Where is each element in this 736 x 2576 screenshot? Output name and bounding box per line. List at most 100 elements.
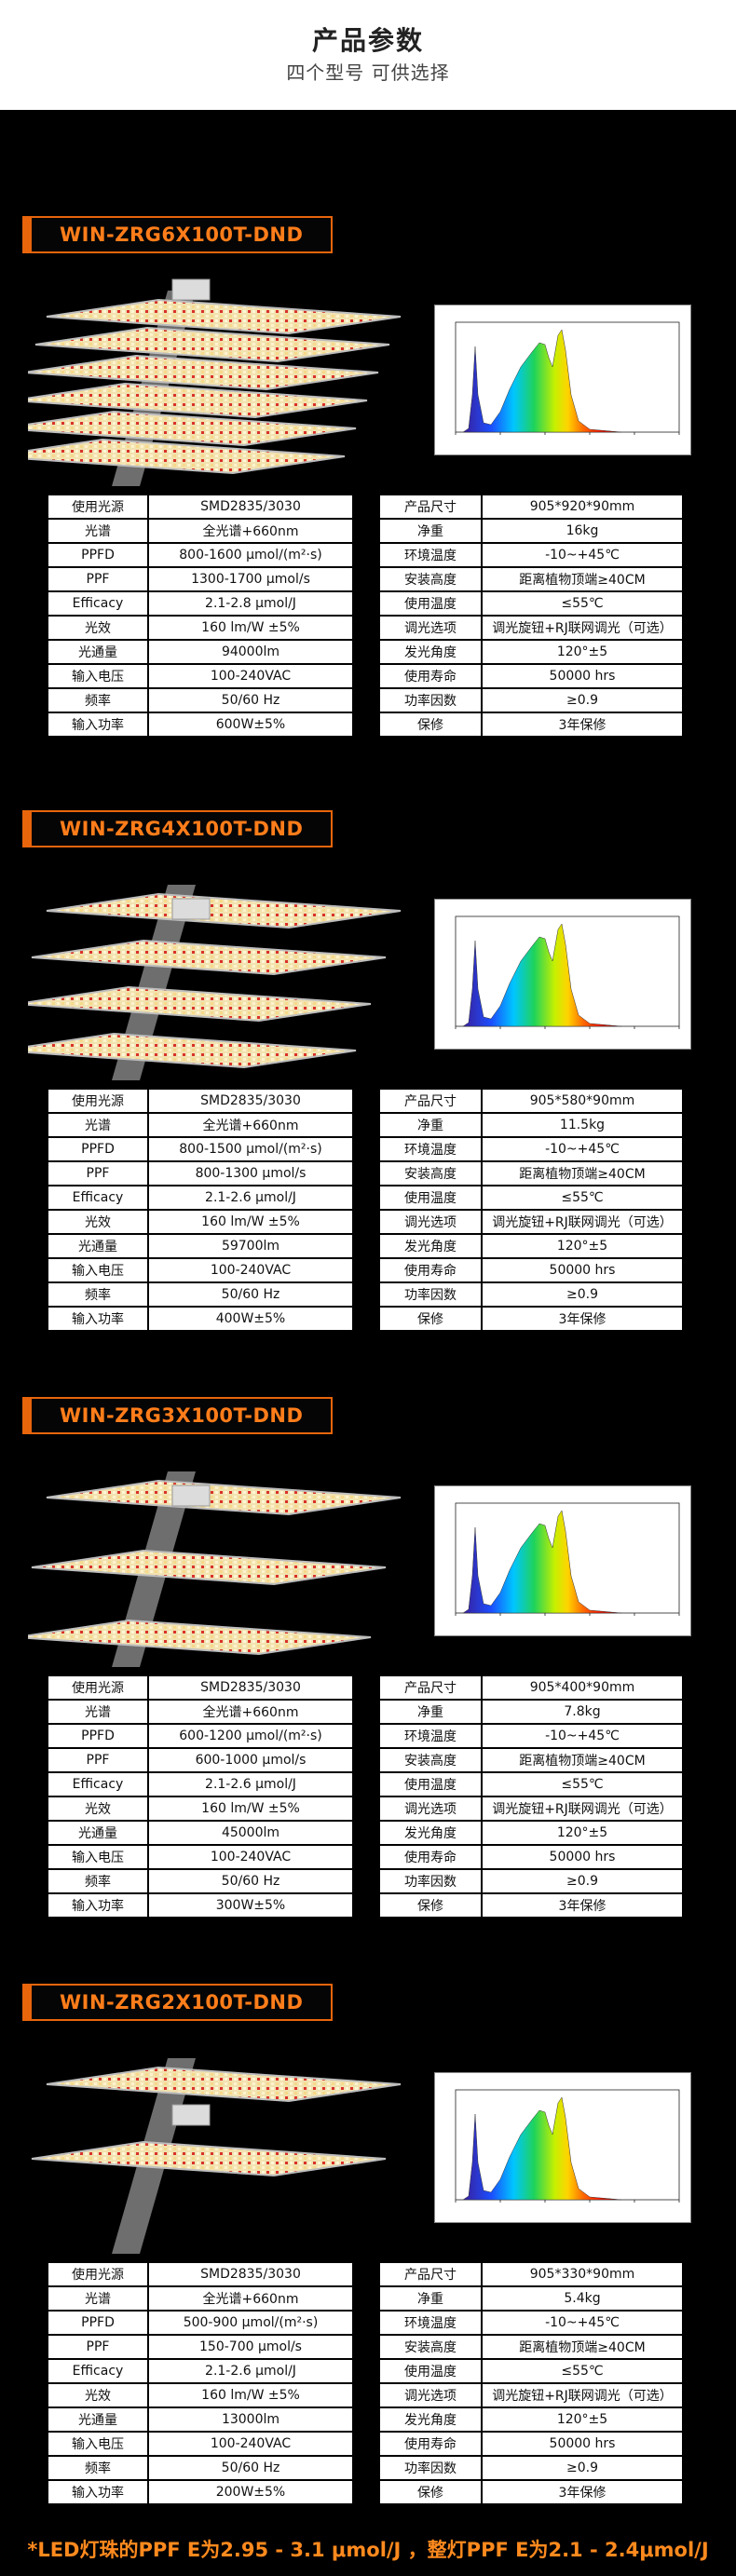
- spec-table-right: 产品尺寸 905*400*90mm 净重 7.8kg 环境温度 -10~+45℃ 安装高度距…: [378, 1674, 684, 1918]
- spec-value: 距离植物顶端≥40CM: [481, 2334, 684, 2360]
- spec-label: 保修: [378, 2479, 483, 2505]
- light-bar: [28, 1619, 372, 1656]
- driver-box: [171, 278, 211, 301]
- spec-value: 905*400*90mm: [481, 1674, 684, 1701]
- spec-row: 光谱 全光谱+660nm: [47, 2285, 354, 2312]
- spec-row: 输入功率 200W±5%: [47, 2479, 354, 2505]
- fixture-spine: [112, 885, 196, 1080]
- spec-value: ≤55℃: [481, 2358, 684, 2384]
- spec-row: 环境温度 -10~+45℃: [378, 542, 684, 568]
- light-bar: [31, 1549, 387, 1586]
- spec-value: SMD2835/3030: [147, 1674, 354, 1701]
- spec-row: 使用温度 ≤55℃: [378, 2358, 684, 2384]
- spec-value: 905*920*90mm: [481, 494, 684, 520]
- spec-row: 使用光源 SMD2835/3030: [47, 2261, 354, 2287]
- spectrum-curve: [462, 923, 622, 1027]
- spectrum-chart: [434, 305, 691, 455]
- spec-label: 使用温度: [378, 590, 483, 617]
- spec-row: Efficacy 2.1-2.6 μmol/J: [47, 1771, 354, 1797]
- spec-row: 光通量 94000lm: [47, 639, 354, 665]
- model-name: WIN-ZRG4X100T-DND: [30, 810, 334, 847]
- spec-label: PPF: [47, 1747, 149, 1773]
- light-bar: [46, 2066, 402, 2103]
- spec-row: 发光角度 120°±5: [378, 1820, 684, 1846]
- spec-value: 2.1-2.8 μmol/J: [147, 590, 354, 617]
- spec-table-right: 产品尺寸 905*920*90mm 净重 16kg 环境温度 -10~+45℃ 安装高度 距离…: [378, 494, 684, 738]
- spec-label: 保修: [378, 1306, 483, 1332]
- spec-row: 使用寿命 50000 hrs: [378, 1844, 684, 1870]
- spec-label: 光通量: [47, 1233, 149, 1259]
- spec-value: 调光旋钮+RJ联网调光（可选）: [481, 2382, 684, 2408]
- spec-row: PPF 600-1000 μmol/s: [47, 1747, 354, 1773]
- spec-value: 50000 hrs: [481, 2431, 684, 2457]
- spec-row: 环境温度 -10~+45℃: [378, 1136, 684, 1162]
- spec-value: 2.1-2.6 μmol/J: [147, 1185, 354, 1211]
- driver-box: [171, 2104, 211, 2126]
- spec-table-right: 产品尺寸 905*330*90mm 净重 5.4kg 环境温度 -10~+45℃ 安装高度距…: [378, 2261, 684, 2505]
- spec-label: 环境温度: [378, 2310, 483, 2336]
- driver-box: [171, 1485, 211, 1507]
- model-section: WIN-ZRG2X100T-DND 使用光源 SMD2835/3030 光谱 全光谱+6…: [0, 1984, 736, 2542]
- spec-label: 光谱: [47, 1112, 149, 1138]
- spec-value: 400W±5%: [147, 1306, 354, 1332]
- spec-table-left: 使用光源 SMD2835/3030 光谱 全光谱+660nm PPFD 800-1500 …: [47, 1088, 354, 1332]
- spec-value: 50000 hrs: [481, 1844, 684, 1870]
- spec-row: 环境温度 -10~+45℃: [378, 2310, 684, 2336]
- model-tag: WIN-ZRG6X100T-DND: [22, 216, 334, 253]
- spec-value: 150-700 μmol/s: [147, 2334, 354, 2360]
- spec-row: 功率因数 ≥0.9: [378, 2455, 684, 2481]
- spec-label: 环境温度: [378, 1723, 483, 1749]
- light-bar: [28, 985, 372, 1023]
- spec-label: 净重: [378, 1112, 483, 1138]
- spec-value: 全光谱+660nm: [147, 1112, 354, 1138]
- spec-label: 输入功率: [47, 2479, 149, 2505]
- spec-value: 500-900 μmol/(m²·s): [147, 2310, 354, 2336]
- spec-row: 频率 50/60 Hz: [47, 2455, 354, 2481]
- spectrum-chart: [434, 1485, 691, 1636]
- spec-label: PPFD: [47, 1136, 149, 1162]
- spectrum-curve: [462, 329, 622, 433]
- light-bar: [28, 1032, 357, 1069]
- spec-row: 调光选项 调光旋钮+RJ联网调光（可选）: [378, 1209, 684, 1235]
- spec-row: 使用寿命 50000 hrs: [378, 663, 684, 689]
- spec-label: 调光选项: [378, 1796, 483, 1822]
- model-section: WIN-ZRG4X100T-DND 使用光源 SMD2835/3030 光谱 全光谱+6…: [0, 810, 736, 1369]
- spec-value: 94000lm: [147, 639, 354, 665]
- spectrum-chart: [434, 899, 691, 1050]
- spec-label: 使用光源: [47, 2261, 149, 2287]
- model-section: WIN-ZRG6X100T-DND 使用光源 SMD2835/3030 光谱 全光谱+6…: [0, 216, 736, 775]
- spec-row: 光谱 全光谱+660nm: [47, 518, 354, 544]
- spec-value: 全光谱+660nm: [147, 1699, 354, 1725]
- spectrum-svg: [435, 2073, 690, 2222]
- spec-value: 120°±5: [481, 639, 684, 665]
- spec-row: 使用寿命 50000 hrs: [378, 2431, 684, 2457]
- spec-table-left: 使用光源 SMD2835/3030 光谱 全光谱+660nm PPFD 800-1600 …: [47, 494, 354, 738]
- light-bar: [34, 326, 390, 363]
- spec-value: -10~+45℃: [481, 1136, 684, 1162]
- spec-label: 产品尺寸: [378, 2261, 483, 2287]
- spec-value: 160 lm/W ±5%: [147, 2382, 354, 2408]
- spec-label: 发光角度: [378, 1233, 483, 1259]
- spec-value: 905*330*90mm: [481, 2261, 684, 2287]
- spec-value: 2.1-2.6 μmol/J: [147, 1771, 354, 1797]
- spec-row: 光谱 全光谱+660nm: [47, 1699, 354, 1725]
- model-section: WIN-ZRG3X100T-DND 使用光源 SMD2835/3030 光谱 全光谱+6…: [0, 1397, 736, 1956]
- spec-label: PPF: [47, 566, 149, 592]
- spec-value: 600-1000 μmol/s: [147, 1747, 354, 1773]
- spec-value: 905*580*90mm: [481, 1088, 684, 1114]
- spec-row: 环境温度 -10~+45℃: [378, 1723, 684, 1749]
- spec-table-right: 产品尺寸 905*580*90mm 净重 11.5kg 环境温度 -10~+45℃ 安装高度…: [378, 1088, 684, 1332]
- spec-value: 160 lm/W ±5%: [147, 615, 354, 641]
- spec-label: 使用寿命: [378, 1844, 483, 1870]
- spec-row: 光通量 59700lm: [47, 1233, 354, 1259]
- spec-value: 距离植物顶端≥40CM: [481, 1747, 684, 1773]
- spec-row: 安装高度 距离植物顶端≥40CM: [378, 566, 684, 592]
- spec-label: 输入电压: [47, 1257, 149, 1283]
- spec-value: 16kg: [481, 518, 684, 544]
- spec-value: 59700lm: [147, 1233, 354, 1259]
- spectrum-svg: [435, 900, 690, 1049]
- spec-value: ≥0.9: [481, 1868, 684, 1894]
- spec-row: PPFD 600-1200 μmol/(m²·s): [47, 1723, 354, 1749]
- spec-value: 200W±5%: [147, 2479, 354, 2505]
- spec-label: Efficacy: [47, 2358, 149, 2384]
